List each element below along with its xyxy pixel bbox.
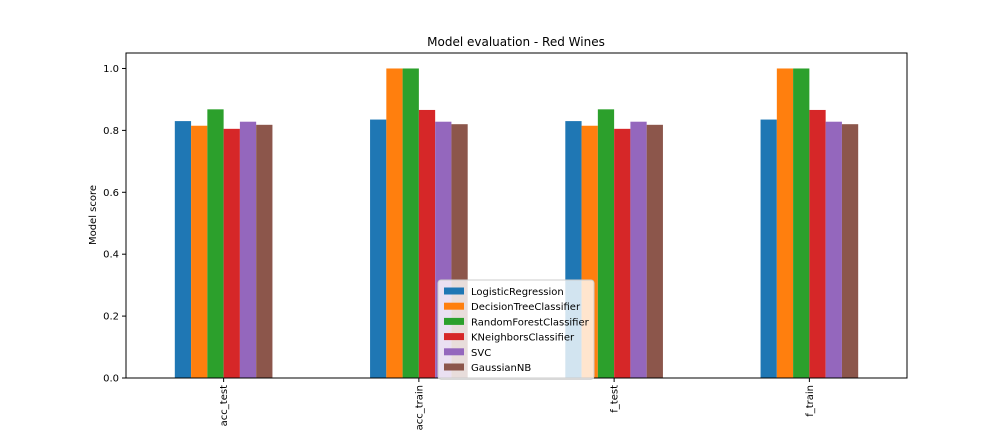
bar-GaussianNB-f_test bbox=[646, 124, 663, 378]
bar-KNeighborsClassifier-f_train bbox=[809, 109, 826, 378]
y-tick-label: 0.6 bbox=[103, 188, 119, 199]
bar-GaussianNB-acc_test bbox=[256, 124, 273, 378]
legend-swatch bbox=[444, 287, 464, 295]
y-tick-label: 1.0 bbox=[103, 64, 119, 75]
x-tick-label: f_train bbox=[805, 385, 816, 417]
bar-SVC-acc_test bbox=[239, 121, 257, 379]
legend-swatch bbox=[444, 302, 464, 310]
bar-RandomForestClassifier-acc_train bbox=[402, 68, 419, 378]
bar-DecisionTreeClassifier-acc_test bbox=[191, 125, 208, 379]
legend-label: DecisionTreeClassifier bbox=[471, 302, 581, 313]
chart-title: Model evaluation - Red Wines bbox=[427, 35, 605, 49]
y-tick-label: 0.8 bbox=[103, 126, 119, 137]
y-tick-label: 0.0 bbox=[103, 374, 119, 385]
x-tick-label: acc_train bbox=[414, 385, 425, 430]
y-tick-label: 0.4 bbox=[103, 250, 119, 261]
bar-RandomForestClassifier-f_test bbox=[597, 109, 615, 378]
legend-label: RandomForestClassifier bbox=[471, 317, 590, 328]
x-tick-label: acc_test bbox=[219, 385, 230, 426]
x-axis: acc_test acc_train f_test f_train bbox=[219, 378, 816, 430]
legend-swatch bbox=[444, 348, 464, 356]
bar-KNeighborsClassifier-f_test bbox=[614, 128, 631, 378]
bar-SVC-f_test bbox=[630, 121, 647, 379]
y-axis: 0.0 0.2 0.4 0.6 0.8 1.0 bbox=[103, 64, 126, 385]
bar-KNeighborsClassifier-acc_train bbox=[418, 109, 436, 378]
y-tick-label: 0.2 bbox=[103, 312, 119, 323]
bar-GaussianNB-f_train bbox=[841, 124, 859, 378]
legend-box bbox=[437, 279, 595, 380]
bar-RandomForestClassifier-f_train bbox=[793, 68, 810, 378]
bar-LogisticRegression-f_train bbox=[760, 119, 777, 379]
legend-swatch bbox=[444, 333, 464, 341]
bar-DecisionTreeClassifier-acc_train bbox=[386, 68, 403, 378]
bar-LogisticRegression-acc_test bbox=[174, 121, 192, 378]
legend-label: KNeighborsClassifier bbox=[471, 333, 575, 344]
legend-label: SVC bbox=[471, 348, 491, 359]
bar-LogisticRegression-acc_train bbox=[370, 119, 387, 379]
bar-DecisionTreeClassifier-f_train bbox=[776, 68, 794, 378]
legend-label: LogisticRegression bbox=[471, 287, 564, 298]
x-tick-label: f_test bbox=[610, 385, 621, 413]
legend-swatch bbox=[444, 363, 464, 371]
bar-KNeighborsClassifier-acc_test bbox=[223, 128, 240, 378]
bar-SVC-f_train bbox=[825, 121, 842, 379]
legend-label: GaussianNB bbox=[471, 363, 531, 374]
bar-RandomForestClassifier-acc_test bbox=[207, 109, 224, 378]
legend: LogisticRegression DecisionTreeClassifier… bbox=[437, 279, 595, 380]
legend-swatch bbox=[444, 317, 464, 325]
y-axis-label: Model score bbox=[88, 185, 99, 245]
